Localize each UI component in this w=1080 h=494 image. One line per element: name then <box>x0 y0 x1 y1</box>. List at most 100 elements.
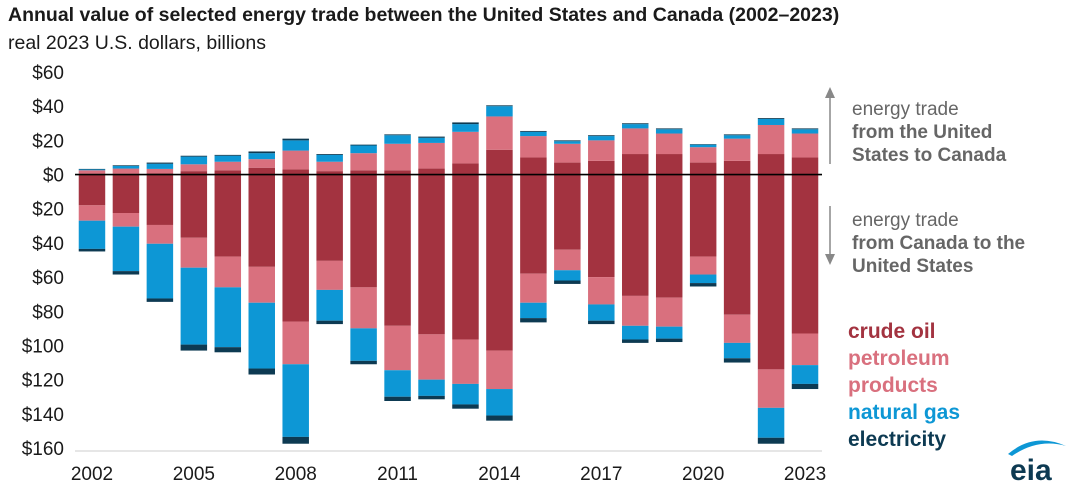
bar-import-segment <box>757 437 785 444</box>
bar-import-segment <box>723 174 751 315</box>
bar-import-segment <box>588 320 615 325</box>
bar-export-segment <box>452 122 479 125</box>
y-tick-label: $20 <box>32 200 64 221</box>
bar-import-segment <box>282 174 309 322</box>
bar-import-segment <box>486 174 513 351</box>
bar-export-segment <box>757 124 785 155</box>
bar-import-segment <box>316 320 343 325</box>
bar-export-segment <box>791 133 819 158</box>
bar-export-segment <box>282 150 309 170</box>
bar-import-segment <box>655 174 683 298</box>
bar-export-segment <box>248 153 275 160</box>
bar-import-segment <box>622 174 649 296</box>
eia-logo: eia <box>1008 440 1066 486</box>
bar-export-segment <box>282 169 309 175</box>
bar-import-segment <box>384 396 411 401</box>
bar-import-segment <box>248 266 275 303</box>
bar-export-segment <box>689 147 717 163</box>
bar-import-segment <box>112 213 140 227</box>
y-tick-label: $60 <box>32 268 64 289</box>
arrow-down-icon <box>825 254 835 265</box>
bar-import-segment <box>452 174 479 340</box>
bar-export-segment <box>452 131 479 164</box>
legend-petroleum-products-line1: petroleum <box>848 347 950 370</box>
bar-import-segment <box>452 383 479 405</box>
bar-import-segment <box>689 274 717 284</box>
bar-export-segment <box>112 166 140 169</box>
bar-import-segment <box>418 334 445 380</box>
note-exports: energy trade from the United States to C… <box>852 98 1006 167</box>
bar-export-segment <box>214 170 242 175</box>
bar-import-segment <box>316 174 343 261</box>
bar-export-segment <box>146 168 174 174</box>
bar-import-segment <box>486 350 513 390</box>
bar-export-segment <box>655 128 683 130</box>
legend-electricity: electricity <box>848 428 947 451</box>
bar-import-segment <box>520 302 547 319</box>
bar-import-segment <box>452 339 479 384</box>
bar-import-segment <box>791 333 819 366</box>
bar-import-segment <box>655 297 683 327</box>
bar-import-segment <box>180 174 208 238</box>
y-tick-label: $160 <box>22 439 64 460</box>
bar-export-segment <box>180 155 208 157</box>
bar-export-segment <box>384 135 411 144</box>
bar-import-segment <box>282 321 309 365</box>
bar-import-segment <box>689 283 717 287</box>
bar-export-segment <box>757 119 785 125</box>
bar-import-segment <box>418 379 445 396</box>
note-imports-line2: from Canada to the <box>852 233 1026 254</box>
bar-export-segment <box>384 143 411 171</box>
bar-export-segment <box>214 154 242 156</box>
x-tick-label: 2023 <box>784 464 826 485</box>
note-imports: energy trade from Canada to the United S… <box>852 209 1025 278</box>
bar-import-segment <box>554 270 581 281</box>
bar-import-segment <box>384 370 411 397</box>
eia-logo-swoosh <box>1008 440 1066 456</box>
bar-import-segment <box>723 358 751 363</box>
y-tick-label: $20 <box>32 131 64 152</box>
y-tick-label: $40 <box>32 234 64 255</box>
bar-import-segment <box>112 174 140 213</box>
bar-export-segment <box>350 170 377 175</box>
bar-import-segment <box>78 174 106 206</box>
bar-export-segment <box>418 137 445 143</box>
bar-export-segment <box>486 149 513 175</box>
bar-import-segment <box>316 260 343 290</box>
bar-export-segment <box>588 160 615 175</box>
bar-export-segment <box>554 162 581 175</box>
bar-export-segment <box>655 129 683 134</box>
bar-import-segment <box>214 174 242 257</box>
x-tick-label: 2017 <box>580 464 622 485</box>
bar-export-segment <box>486 106 513 117</box>
bar-export-segment <box>554 141 581 144</box>
bar-export-segment <box>486 116 513 150</box>
bar-import-segment <box>214 347 242 353</box>
bar-export-segment <box>554 140 581 142</box>
legend-crude-oil: crude oil <box>848 320 936 343</box>
bar-import-segment <box>146 298 174 302</box>
bar-export-segment <box>689 162 717 175</box>
y-tick-label: $0 <box>43 166 64 187</box>
bar-import-segment <box>384 325 411 371</box>
bar-import-segment <box>588 174 615 278</box>
bar-export-segment <box>757 154 785 175</box>
bar-import-segment <box>486 389 513 416</box>
bar-export-segment <box>180 164 208 172</box>
bar-import-segment <box>112 271 140 275</box>
note-imports-line1: energy trade <box>852 210 959 231</box>
bar-import-segment <box>757 369 785 408</box>
bar-import-segment <box>418 174 445 335</box>
bar-export-segment <box>622 154 649 175</box>
x-tick-label: 2005 <box>173 464 215 485</box>
bar-import-segment <box>655 326 683 339</box>
note-exports-line1: energy trade <box>852 99 959 120</box>
bar-export-segment <box>180 156 208 165</box>
bar-export-segment <box>78 169 106 171</box>
legend: crude oil petroleum products natural gas… <box>848 318 960 453</box>
bar-import-segment <box>146 224 174 244</box>
bar-export-segment <box>588 136 615 141</box>
bar-import-segment <box>588 277 615 305</box>
bar-import-segment <box>316 289 343 321</box>
